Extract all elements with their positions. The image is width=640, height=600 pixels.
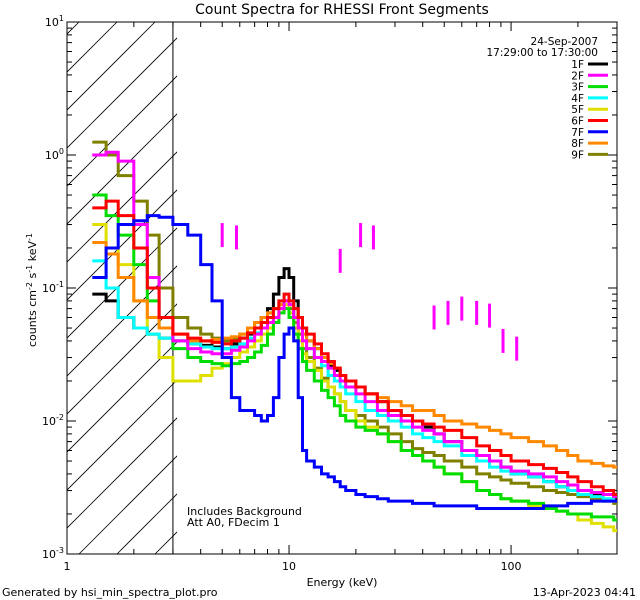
series-line-2F	[92, 150, 617, 499]
legend-label-4F: 4F	[571, 93, 584, 105]
legend-label-8F: 8F	[571, 138, 584, 150]
x-tick-label: 10	[282, 560, 296, 573]
series-lines	[92, 140, 617, 533]
hatch-line	[116, 493, 177, 554]
footer-generated-by: Generated by hsi_min_spectra_plot.pro	[2, 586, 218, 599]
y-tick-label: 10-1	[42, 280, 64, 295]
y-tick-labels: 10-3 10-2 10-1 100 101	[42, 14, 64, 561]
hatch-line	[67, 22, 156, 111]
x-tick-label: 100	[501, 560, 522, 573]
legend-label-6F: 6F	[571, 116, 584, 128]
hatch-line	[67, 75, 177, 187]
hatch-line	[67, 189, 177, 301]
legend-label-7F: 7F	[571, 127, 584, 139]
axis-ticks	[66, 22, 618, 555]
legend-time-range: 17:29:00 to 17:30:00	[486, 47, 598, 59]
hatch-line	[78, 455, 177, 554]
series-line-5F	[92, 223, 617, 533]
footer-timestamp: 13-Apr-2023 04:41	[533, 586, 636, 599]
legend: 24-Sep-2007 17:29:00 to 17:30:00 1F2F3F4…	[486, 36, 608, 161]
series-line-8F	[92, 241, 617, 469]
series-line-3F	[92, 193, 617, 522]
legend-date: 24-Sep-2007	[531, 36, 598, 48]
y-tick-label: 101	[45, 14, 64, 29]
x-axis-label: Energy (keV)	[307, 576, 378, 589]
legend-label-5F: 5F	[571, 104, 584, 116]
hatch-line	[67, 417, 177, 529]
x-tick-label: 1	[64, 560, 71, 573]
annotation-background: Includes Background	[187, 505, 302, 518]
chart-title: Count Spectra for RHESSI Front Segments	[195, 2, 489, 18]
y-axis-label: counts cm-2 s-1 keV-1	[25, 233, 39, 347]
legend-label-9F: 9F	[571, 149, 584, 161]
series-line-6F	[92, 199, 617, 496]
series-line-9F	[92, 140, 617, 505]
hatch-line	[67, 379, 177, 491]
legend-label-2F: 2F	[571, 70, 584, 82]
x-tick-labels: 1 10 100	[64, 560, 522, 573]
series-line-7F	[92, 214, 617, 510]
annotation-attenuator: Att A0, FDecim 1	[187, 516, 280, 529]
y-tick-label: 10-3	[42, 546, 64, 561]
legend-label-3F: 3F	[571, 82, 584, 94]
hatch-line	[67, 37, 177, 149]
legend-label-1F: 1F	[571, 59, 584, 71]
y-tick-label: 100	[45, 147, 64, 162]
y-tick-label: 10-2	[42, 413, 64, 428]
